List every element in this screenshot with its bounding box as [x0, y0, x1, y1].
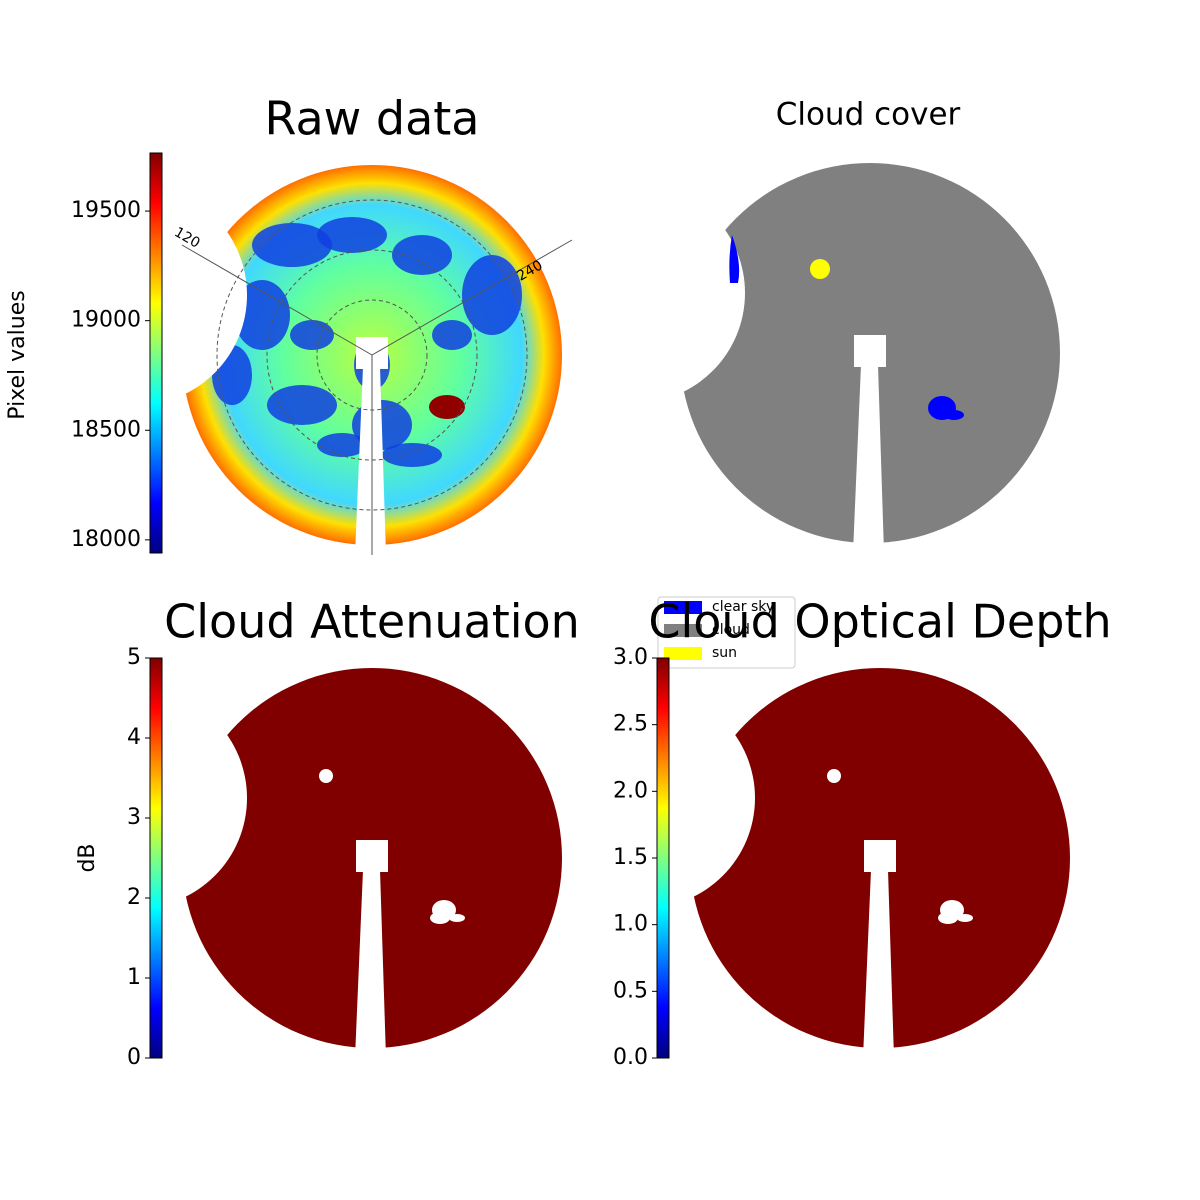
clear-sky-edge: [729, 235, 740, 283]
clear-sky-patch: [944, 410, 964, 420]
cloud-blob: [267, 385, 337, 425]
colorbar-tick-label: 2.5: [613, 712, 648, 737]
image-area: [172, 658, 572, 1058]
cloud-blob: [392, 235, 452, 275]
legend-swatch: [664, 601, 702, 614]
bright-blob: [429, 395, 465, 419]
panel-title: Raw data: [265, 92, 480, 146]
colorbar-tick-label: 18500: [71, 417, 141, 442]
cloud-blob: [317, 217, 387, 253]
polar-spoke: [181, 244, 373, 356]
cloud-blob: [234, 280, 290, 350]
panel-image: [670, 153, 1070, 553]
colorbar-tick-label: 2.0: [613, 778, 648, 803]
cloud-blob: [432, 320, 472, 350]
colorbar-tick-label: 18000: [71, 527, 141, 552]
legend-label: sun: [712, 645, 737, 661]
cloud-blob: [382, 443, 442, 467]
cloud-blob: [317, 433, 367, 457]
legend-label: cloud: [712, 622, 750, 638]
colorbar-tick-label: 0: [127, 1045, 141, 1070]
colorbar: [656, 657, 670, 1059]
panel-image: [680, 658, 1080, 1058]
colorbar-tick-label: 4: [127, 725, 141, 750]
cloud-blob: [462, 255, 522, 335]
cloud-blob: [252, 223, 332, 267]
colorbar-tick-label: 19000: [71, 308, 141, 333]
colorbar-label: Pixel values: [5, 290, 30, 419]
legend: clear sky cloud sun: [657, 596, 796, 669]
image-area: [680, 658, 1080, 1058]
cloud-blob: [290, 320, 334, 350]
colorbar-tick-label: 1: [127, 965, 141, 990]
sun: [810, 259, 830, 279]
colorbar-tick-label: 1.0: [613, 912, 648, 937]
panel-title: Cloud Optical Depth: [648, 595, 1111, 649]
colorbar-tick-label: 2: [127, 885, 141, 910]
colorbar: [149, 152, 163, 554]
colorbar-tick-label: 19500: [71, 198, 141, 223]
cloud-area: [670, 153, 1070, 553]
legend-swatch: [664, 647, 702, 660]
colorbar: [149, 657, 163, 1059]
cloud-blob: [212, 345, 252, 405]
panel-title: Cloud Attenuation: [164, 595, 580, 649]
panel-title: Cloud cover: [776, 97, 961, 133]
colorbar-tick-label: 0.0: [613, 1045, 648, 1070]
colorbar-label: dB: [75, 843, 100, 872]
colorbar-tick-label: 5: [127, 645, 141, 670]
legend-swatch: [664, 624, 702, 637]
panel-image: [172, 658, 572, 1058]
colorbar-tick-label: 3.0: [613, 645, 648, 670]
cloud-blob: [352, 400, 412, 450]
legend-label: clear sky: [712, 599, 774, 615]
colorbar-tick-label: 0.5: [613, 978, 648, 1003]
polar-spoke: [371, 239, 573, 356]
colorbar-tick-label: 1.5: [613, 845, 648, 870]
colorbar-tick-label: 3: [127, 805, 141, 830]
polar-ring: [216, 199, 528, 511]
